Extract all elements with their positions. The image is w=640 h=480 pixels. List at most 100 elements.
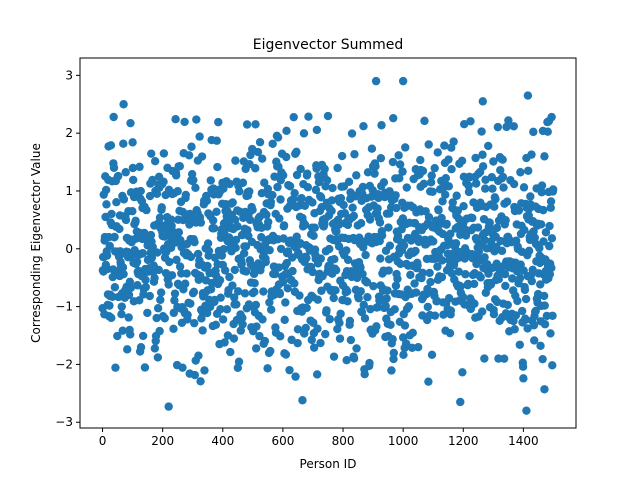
data-point: [218, 315, 228, 324]
data-point: [366, 304, 375, 314]
data-point: [496, 165, 505, 175]
data-point: [369, 281, 378, 291]
data-point: [520, 285, 530, 295]
data-point: [249, 269, 259, 279]
data-point: [309, 343, 319, 352]
data-point: [145, 191, 155, 201]
data-point: [433, 262, 442, 271]
data-point: [197, 152, 207, 161]
data-point: [454, 267, 463, 276]
data-point: [203, 261, 212, 271]
data-point: [245, 215, 255, 225]
data-point: [440, 141, 449, 150]
data-point: [242, 120, 252, 129]
data-point: [132, 257, 142, 267]
data-point: [216, 305, 225, 314]
data-point: [302, 253, 311, 263]
x-tick-label: 600: [271, 434, 294, 448]
data-point: [343, 297, 352, 306]
data-point: [365, 358, 374, 368]
data-point: [350, 150, 359, 159]
data-point: [454, 253, 463, 263]
data-point: [418, 268, 427, 278]
data-point: [334, 220, 344, 229]
data-point: [365, 215, 375, 224]
data-point: [159, 149, 169, 158]
data-point: [291, 372, 300, 381]
data-point: [293, 325, 303, 334]
data-point: [190, 237, 199, 247]
data-point: [109, 112, 118, 122]
data-point: [518, 362, 528, 371]
data-point: [536, 280, 545, 289]
data-point: [126, 118, 135, 128]
data-point: [370, 169, 379, 178]
data-point: [170, 289, 180, 298]
data-point: [548, 185, 558, 194]
data-point: [211, 320, 221, 330]
data-point: [508, 274, 517, 283]
data-point: [540, 320, 550, 329]
data-point: [167, 271, 177, 280]
data-point: [430, 311, 440, 320]
data-point: [336, 309, 345, 318]
data-point: [543, 127, 552, 136]
data-point: [292, 232, 301, 241]
data-point: [491, 194, 500, 204]
data-point: [371, 76, 381, 86]
data-point: [524, 166, 533, 175]
data-point: [335, 334, 345, 343]
data-point: [530, 233, 540, 242]
data-point: [540, 385, 549, 394]
data-point: [547, 234, 557, 243]
data-point: [105, 301, 114, 310]
data-point: [290, 188, 299, 198]
data-point: [529, 321, 539, 330]
data-point: [446, 229, 455, 239]
data-point: [352, 171, 361, 180]
data-point: [524, 211, 533, 220]
data-point: [280, 315, 289, 325]
data-point: [170, 296, 179, 305]
data-point: [107, 313, 116, 323]
data-point: [270, 269, 280, 279]
data-point: [539, 237, 548, 246]
data-point: [356, 263, 365, 272]
data-point: [159, 177, 168, 186]
data-point: [468, 213, 477, 223]
data-point: [308, 267, 317, 277]
data-point: [501, 281, 510, 291]
data-point: [541, 228, 551, 237]
data-point: [148, 175, 157, 185]
data-point: [228, 281, 237, 290]
data-point: [133, 281, 142, 290]
data-point: [212, 136, 221, 145]
data-point: [192, 115, 201, 124]
data-point: [190, 318, 199, 328]
data-point: [210, 253, 220, 262]
data-point: [297, 194, 306, 203]
data-point: [517, 306, 527, 316]
data-point: [288, 266, 297, 276]
data-point: [302, 303, 311, 313]
data-point: [312, 125, 322, 135]
data-point: [539, 205, 548, 215]
data-point: [187, 142, 196, 151]
data-point: [367, 144, 377, 153]
data-point: [102, 251, 112, 260]
data-point: [292, 147, 301, 157]
data-point: [511, 311, 521, 320]
data-point: [481, 175, 490, 185]
x-tick-label: 1400: [508, 434, 539, 448]
y-tick-label: 1: [65, 184, 73, 198]
data-point: [331, 266, 341, 275]
data-point: [344, 177, 354, 187]
data-point: [456, 282, 465, 291]
data-point: [138, 331, 148, 341]
data-point: [339, 200, 348, 210]
data-point: [154, 265, 163, 275]
data-point: [445, 328, 455, 338]
data-point: [281, 350, 291, 359]
data-point: [546, 203, 555, 212]
data-point: [240, 289, 250, 298]
